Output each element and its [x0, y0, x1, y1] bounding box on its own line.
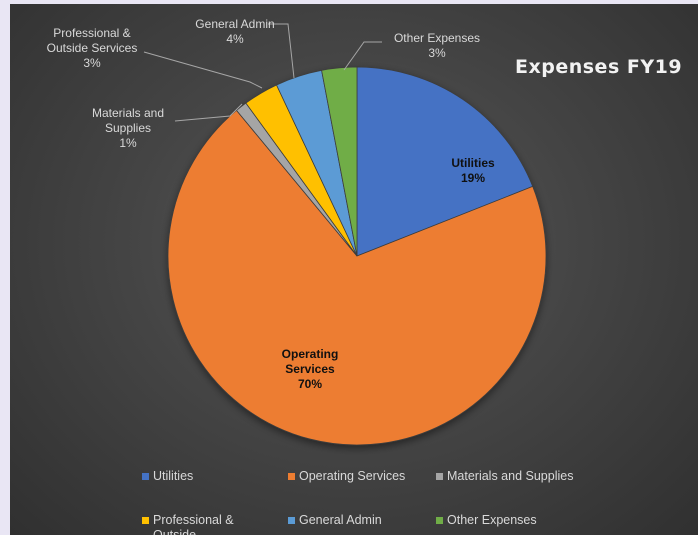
- legend-swatch: [288, 473, 295, 480]
- legend-item-professional-and-outside-services: Professional & Outside Services: [142, 513, 240, 535]
- legend-label: Utilities: [153, 469, 194, 483]
- chart-title: Expenses FY19: [515, 56, 683, 78]
- data-label-professional-and-outside-services: Professional & Outside Services 3%: [46, 26, 138, 70]
- pie-slice-other-expenses: [321, 66, 358, 257]
- pie-chart: [143, 23, 547, 446]
- legend-item-materials-and-supplies: Materials and Supplies: [436, 469, 586, 484]
- leader-line-other-expenses: [343, 41, 382, 71]
- pie-slice-utilities: [356, 66, 534, 257]
- legend-swatch: [142, 473, 149, 480]
- legend-item-other-expenses: Other Expenses: [436, 513, 586, 528]
- data-label-operating-services: Operating Services 70%: [281, 347, 339, 391]
- legend-item-general-admin: General Admin: [288, 513, 428, 528]
- legend-label: Professional & Outside Services: [153, 513, 234, 535]
- legend-label: Materials and Supplies: [447, 469, 574, 483]
- legend-swatch: [288, 517, 295, 524]
- legend-item-operating-services: Operating Services: [288, 469, 428, 484]
- chart-area: Expenses FY19 Utilities 19% Operating Servi…: [10, 4, 698, 535]
- legend-swatch: [436, 473, 443, 480]
- leader-line-professional-and-outside-services: [143, 51, 263, 89]
- legend-label: Other Expenses: [447, 513, 537, 527]
- legend-label: Operating Services: [299, 469, 406, 483]
- data-label-utilities: Utilities 19%: [451, 156, 495, 185]
- leader-line-materials-and-supplies: [174, 103, 243, 122]
- legend-swatch: [436, 517, 443, 524]
- data-label-general-admin: General Admin 4%: [195, 17, 275, 46]
- leader-line-general-admin: [268, 23, 295, 79]
- legend-item-utilities: Utilities: [142, 469, 262, 484]
- data-label-other-expenses: Other Expenses 3%: [393, 31, 481, 60]
- data-label-materials-and-supplies: Materials and Supplies 1%: [91, 106, 165, 150]
- pie-slice-operating-services: [167, 109, 547, 446]
- legend-swatch: [142, 517, 149, 524]
- legend-label: General Admin: [299, 513, 382, 527]
